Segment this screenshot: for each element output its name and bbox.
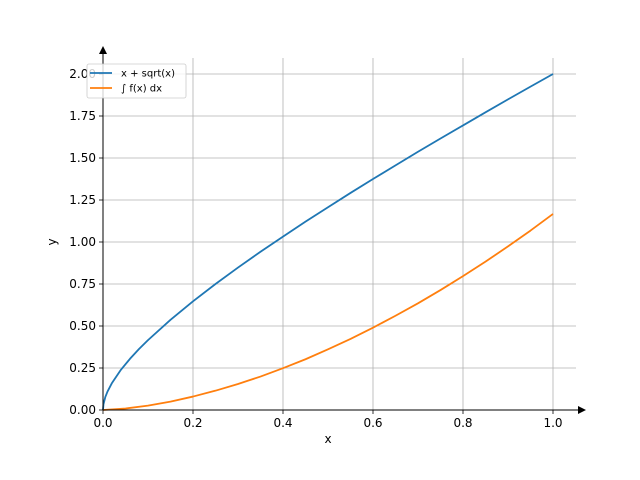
y-axis-label: y — [45, 238, 59, 245]
x-tick-label: 1.0 — [543, 416, 562, 430]
x-tick-label: 0.2 — [183, 416, 202, 430]
y-tick-label: 1.50 — [69, 151, 96, 165]
y-tick-label: 0.75 — [69, 277, 96, 291]
legend-label-1: x + sqrt(x) — [121, 69, 175, 80]
x-tick-label: 0.6 — [363, 416, 382, 430]
y-axis-arrow — [99, 46, 107, 54]
legend: x + sqrt(x) ∫ f(x) dx — [86, 63, 187, 99]
x-axis-arrow — [578, 406, 586, 414]
series-line-2 — [102, 213, 554, 411]
y-tick-label: 0.00 — [69, 403, 96, 417]
x-tick-label: 0.8 — [453, 416, 472, 430]
x-tick-label: 0.0 — [93, 416, 112, 430]
grid — [102, 58, 576, 411]
legend-label-2: ∫ f(x) dx — [121, 84, 162, 95]
axes — [99, 46, 586, 414]
y-tick-label: 1.75 — [69, 109, 96, 123]
series-line-1 — [102, 73, 554, 411]
x-tick-label: 0.4 — [273, 416, 292, 430]
series-group — [102, 73, 554, 411]
y-tick-label: 1.25 — [69, 193, 96, 207]
x-axis-label: x — [324, 432, 331, 446]
y-tick-label: 1.00 — [69, 235, 96, 249]
y-tick-label: 0.50 — [69, 319, 96, 333]
y-tick-label: 0.25 — [69, 361, 96, 375]
ticks: 0.0 0.2 0.4 0.6 0.8 1.0 0.00 0.25 0.50 0.75 1.00 1.… — [69, 67, 562, 430]
